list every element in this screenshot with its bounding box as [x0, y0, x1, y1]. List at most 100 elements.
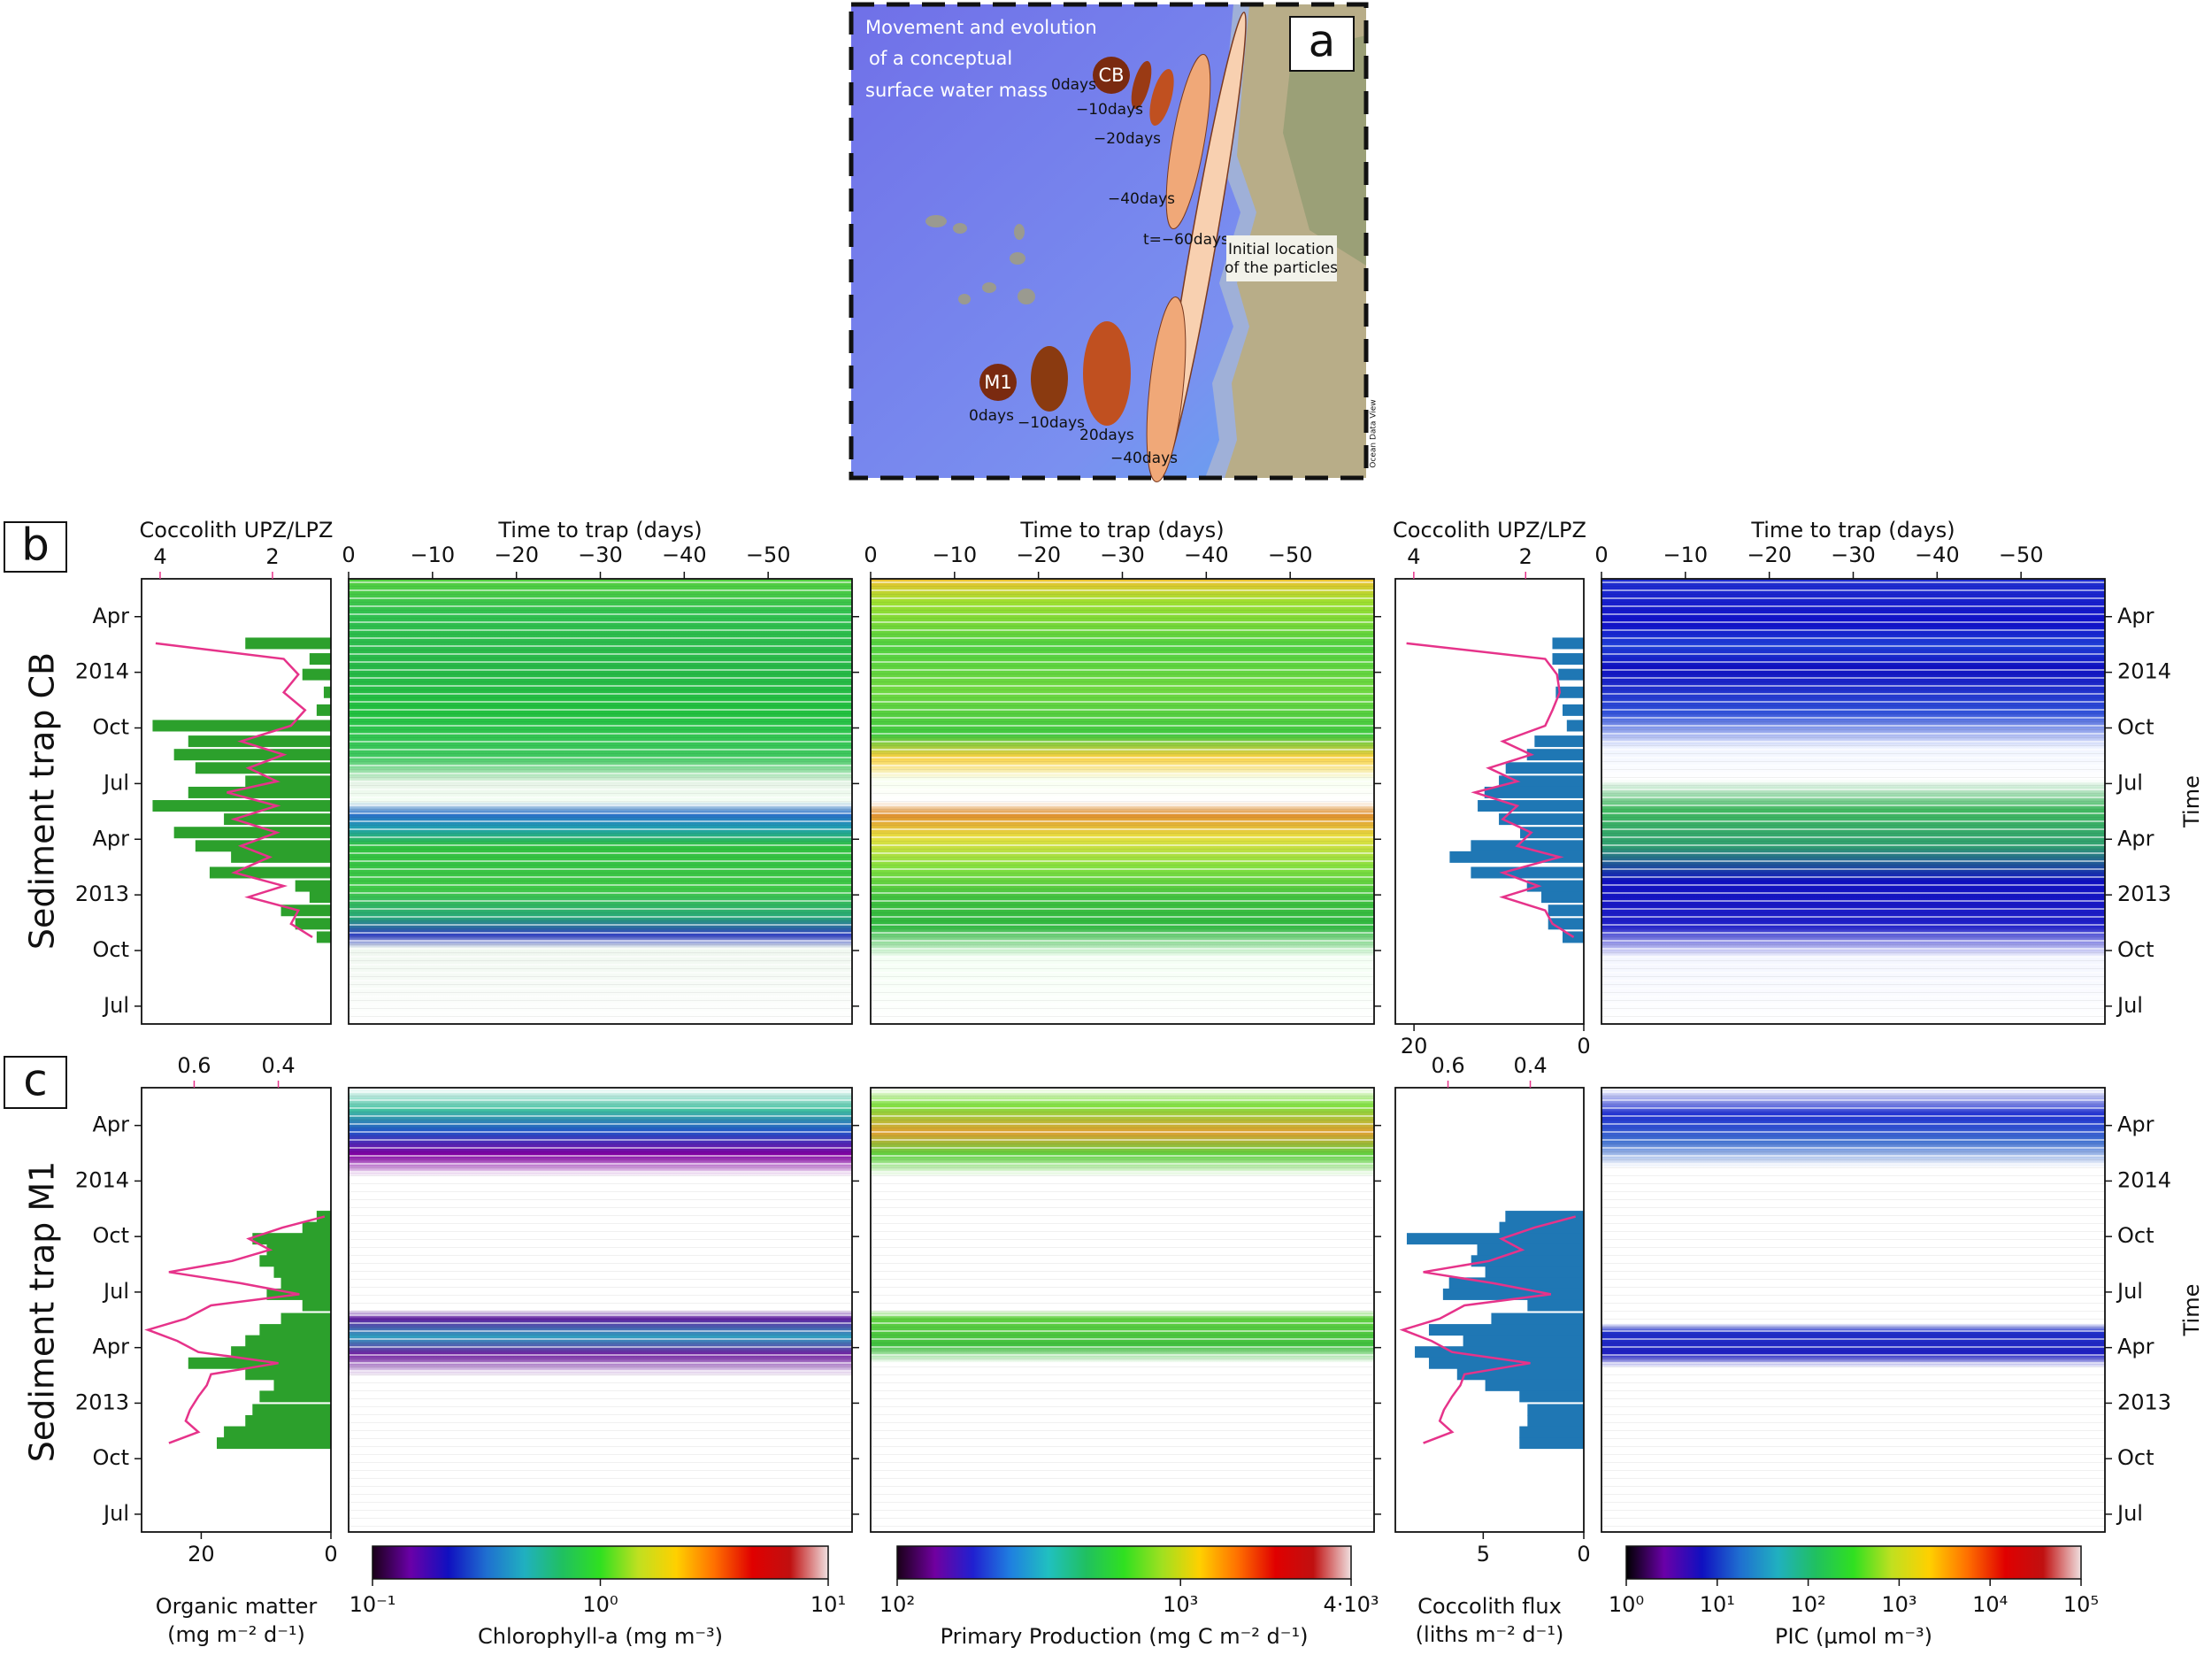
island — [953, 223, 967, 234]
ratio-line — [155, 642, 313, 938]
island — [926, 215, 947, 227]
bar — [1442, 1288, 1584, 1300]
label-box — [4, 1056, 67, 1109]
colorbar-tick-label: 10⁻¹ — [349, 1592, 396, 1617]
time-label: −40days — [1108, 190, 1175, 208]
bar — [259, 1324, 331, 1336]
bar — [195, 762, 331, 774]
bar — [173, 749, 331, 761]
x-tick-label: −20 — [494, 543, 539, 567]
colorbar-tick-label: 10³ — [1163, 1592, 1198, 1617]
bar — [1484, 786, 1584, 798]
y-tick-label: Apr — [92, 1112, 129, 1137]
heatmap-texture — [1601, 579, 2105, 1024]
x-tick-label: 20 — [1401, 1034, 1428, 1058]
island — [982, 282, 996, 293]
bar — [1499, 813, 1584, 826]
map-panel: Movement and evolution of a conceptual s… — [849, 2, 1379, 482]
x-tick-label: −30 — [1100, 543, 1145, 567]
colorbar-label: Primary Production (mg C m⁻² d⁻¹) — [941, 1624, 1309, 1649]
bar — [152, 720, 331, 732]
x-axis-label: Time to trap (days) — [497, 518, 702, 543]
y-tick-label: Jul — [2116, 1501, 2143, 1526]
bar — [252, 1233, 331, 1245]
bar — [1428, 1357, 1584, 1369]
y-tick-label: Oct — [2117, 1223, 2154, 1248]
y-tick-label: Jul — [102, 1279, 129, 1304]
bar — [1527, 1404, 1584, 1416]
y-axis-label: Time — [2179, 775, 2204, 828]
bar — [1499, 1221, 1584, 1234]
bar — [188, 786, 331, 798]
map-caption: of a conceptual — [869, 48, 1012, 69]
colorbar-tick-label: 10¹ — [810, 1592, 846, 1617]
particle-mass — [1165, 53, 1211, 230]
heatmap-texture — [871, 1088, 1374, 1532]
ratio-line — [144, 1215, 326, 1444]
heatmap-texture — [1601, 1088, 2105, 1532]
x-tick-label: −40 — [662, 543, 707, 567]
land-relief — [1283, 35, 1366, 266]
row-label: Sediment trap CB — [23, 652, 62, 950]
bar — [1428, 1324, 1584, 1336]
x2-tick-label: 4 — [1407, 544, 1420, 569]
plot-frame — [870, 1087, 1375, 1533]
y-tick-label: Apr — [92, 604, 129, 628]
bar — [245, 1415, 331, 1427]
x-axis-label: (mg m⁻² d⁻¹) — [167, 1622, 305, 1647]
bar — [302, 1299, 331, 1312]
y-tick-label: 2013 — [2117, 1389, 2171, 1414]
map-credit: Ocean Data View — [1370, 399, 1379, 467]
site-m1 — [979, 364, 1017, 401]
bar — [1555, 686, 1584, 698]
bar — [309, 653, 331, 666]
y-tick-label: Apr — [2117, 826, 2154, 851]
time-label: −10days — [1076, 101, 1143, 119]
x-tick-label: −10 — [1663, 543, 1709, 567]
y-tick-label: Apr — [2117, 1335, 2154, 1359]
colorbar-label: PIC (µmol m⁻³) — [1775, 1624, 1932, 1649]
bar — [1520, 827, 1584, 839]
particle-mass — [1131, 60, 1152, 110]
bar — [280, 1312, 331, 1325]
map-caption: surface water mass — [865, 80, 1048, 101]
ratio-line — [1406, 642, 1575, 938]
plot-frame — [141, 1087, 332, 1533]
x2-tick-label: 0.6 — [1431, 1053, 1464, 1078]
bar — [1456, 1368, 1584, 1381]
colorbar-label: Chlorophyll-a (mg m⁻³) — [478, 1624, 723, 1649]
bar — [224, 813, 331, 826]
time-label: −20days — [1094, 130, 1161, 148]
panel-label: a — [1309, 16, 1336, 67]
time-label: 0days — [1051, 76, 1096, 94]
x-tick-label: −50 — [1999, 543, 2044, 567]
x2-tick-label: 0.4 — [1513, 1053, 1547, 1078]
bar — [316, 931, 331, 943]
bar — [323, 686, 331, 698]
map-caption: Movement and evolution — [865, 17, 1097, 38]
bar — [1526, 880, 1584, 892]
x-tick-label: 0 — [1577, 1034, 1590, 1058]
bar — [1463, 1335, 1584, 1347]
bar — [1527, 1415, 1584, 1427]
island — [1018, 289, 1035, 304]
bar — [259, 1390, 331, 1403]
heatmap-texture — [871, 579, 1374, 1024]
island — [1014, 224, 1025, 240]
bar — [1566, 720, 1584, 732]
label-box — [4, 521, 67, 573]
note: Initial location — [1228, 241, 1334, 258]
x-tick-label: −10 — [411, 543, 456, 567]
y-tick-label: Oct — [2117, 1445, 2154, 1470]
bar — [245, 1335, 331, 1347]
bar — [188, 1357, 331, 1369]
x-tick-label: 0 — [1577, 1542, 1590, 1566]
bar — [280, 904, 331, 917]
bar — [1448, 1277, 1584, 1289]
y-tick-label: Jul — [2116, 1279, 2143, 1304]
colorbar-tick-label: 10⁴ — [1972, 1592, 2008, 1617]
bar — [1505, 762, 1584, 774]
y-tick-label: 2014 — [2117, 659, 2171, 684]
y-tick-label: Jul — [102, 770, 129, 795]
